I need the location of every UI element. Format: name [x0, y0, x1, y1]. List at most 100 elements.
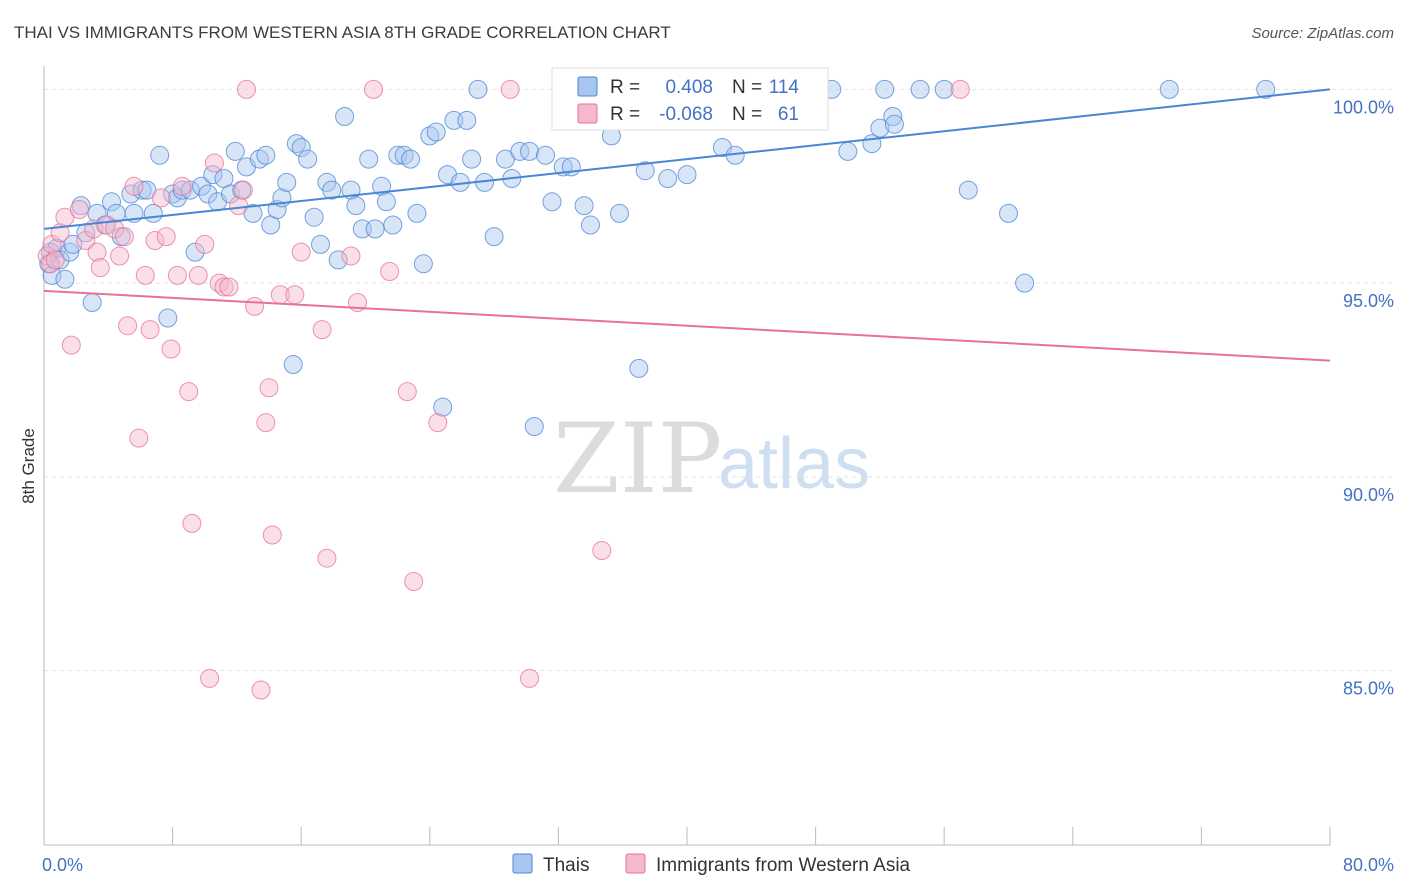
point-thais: [884, 114, 904, 134]
point-western-asia: [145, 231, 165, 250]
point-western-asia: [195, 234, 215, 254]
stats-n-label-thais: N =: [732, 77, 762, 98]
stats-n-value-western-asia: 61: [778, 104, 799, 125]
trend-line-western-asia: [43, 289, 1331, 362]
point-western-asia: [520, 668, 539, 688]
point-thais: [883, 107, 903, 126]
point-thais: [433, 397, 453, 417]
point-thais: [291, 138, 311, 157]
point-western-asia: [45, 250, 65, 270]
point-western-asia: [161, 339, 181, 359]
point-thais: [635, 161, 655, 181]
y-tick-label: 85.0%: [1343, 679, 1394, 699]
point-thais: [536, 145, 555, 165]
legend-label-western-asia: Immigrants from Western Asia: [656, 855, 911, 876]
point-thais: [468, 79, 488, 99]
point-western-asia: [151, 188, 171, 208]
point-thais: [542, 192, 562, 212]
point-thais: [581, 215, 600, 235]
point-thais: [55, 269, 75, 289]
point-thais: [520, 141, 539, 161]
stats-box-frame: [551, 67, 829, 131]
point-thais: [934, 79, 954, 99]
point-thais: [185, 242, 205, 262]
trend-line-thais: [43, 88, 1331, 230]
point-thais: [958, 180, 978, 200]
stats-swatch-thais: [577, 76, 598, 97]
point-thais: [457, 110, 477, 130]
point-thais: [401, 149, 420, 169]
y-tick-label: 100.0%: [1333, 97, 1394, 117]
point-western-asia: [118, 316, 138, 336]
point-thais: [1159, 79, 1179, 99]
x-tick-label: 80.0%: [1343, 855, 1394, 875]
point-thais: [335, 107, 355, 126]
point-thais: [121, 184, 141, 204]
point-western-asia: [229, 196, 248, 216]
point-western-asia: [182, 513, 202, 533]
watermark-zip: ZIP: [553, 403, 722, 515]
point-western-asia: [105, 219, 125, 239]
point-thais: [510, 141, 530, 161]
legend: Thais Immigrants from Western Asia: [512, 853, 911, 876]
point-western-asia: [397, 382, 417, 402]
point-western-asia: [76, 231, 96, 250]
watermark-atlas: atlas: [718, 424, 870, 504]
point-thais: [444, 110, 464, 130]
point-thais: [658, 169, 678, 188]
point-thais: [225, 141, 245, 161]
point-western-asia: [219, 277, 239, 297]
point-western-asia: [245, 296, 265, 316]
point-western-asia: [592, 541, 612, 560]
point-western-asia: [200, 668, 220, 688]
point-thais: [221, 184, 240, 204]
point-western-asia: [404, 572, 424, 591]
point-thais: [574, 196, 594, 216]
grid-lines: [44, 88, 1394, 672]
x-tick-labels: 0.0% 80.0%: [42, 855, 1394, 875]
point-thais: [394, 145, 414, 165]
point-thais: [999, 203, 1018, 223]
point-thais: [192, 176, 211, 196]
point-thais: [328, 250, 348, 270]
point-thais: [277, 172, 297, 192]
point-western-asia: [156, 227, 176, 247]
trend-lines: [43, 88, 1331, 362]
point-western-asia: [87, 242, 107, 262]
stats-swatch-western-asia: [577, 103, 598, 124]
axes: [43, 66, 1331, 846]
point-western-asia: [61, 335, 81, 355]
point-western-asia: [42, 234, 62, 254]
point-thais: [158, 308, 178, 328]
data-points: [37, 79, 1276, 700]
point-western-asia: [251, 680, 271, 700]
point-western-asia: [500, 79, 520, 99]
stats-n-label-western-asia: N =: [732, 104, 762, 125]
point-thais: [249, 149, 269, 169]
point-western-asia: [204, 153, 224, 173]
point-thais: [283, 355, 303, 374]
point-thais: [256, 145, 276, 165]
point-thais: [359, 149, 379, 169]
point-thais: [82, 293, 102, 312]
point-thais: [1015, 273, 1035, 293]
point-western-asia: [259, 378, 279, 398]
point-western-asia: [341, 246, 361, 266]
point-western-asia: [124, 176, 144, 196]
stats-r-label-western-asia: R =: [610, 104, 640, 125]
stats-n-value-thais: 114: [769, 77, 800, 98]
point-thais: [910, 79, 930, 99]
point-thais: [365, 219, 385, 239]
legend-swatch-thais: [512, 853, 533, 874]
stats-box: R = 0.408 N = 114 R = -0.068 N = 61: [551, 67, 829, 131]
point-thais: [388, 145, 408, 165]
point-thais: [870, 118, 890, 138]
point-western-asia: [364, 79, 383, 99]
point-thais: [198, 184, 218, 204]
point-thais: [462, 149, 482, 169]
point-western-asia: [69, 200, 89, 219]
point-western-asia: [262, 525, 282, 545]
stats-r-label-thais: R =: [610, 77, 640, 98]
point-western-asia: [312, 320, 332, 340]
point-western-asia: [214, 277, 234, 297]
